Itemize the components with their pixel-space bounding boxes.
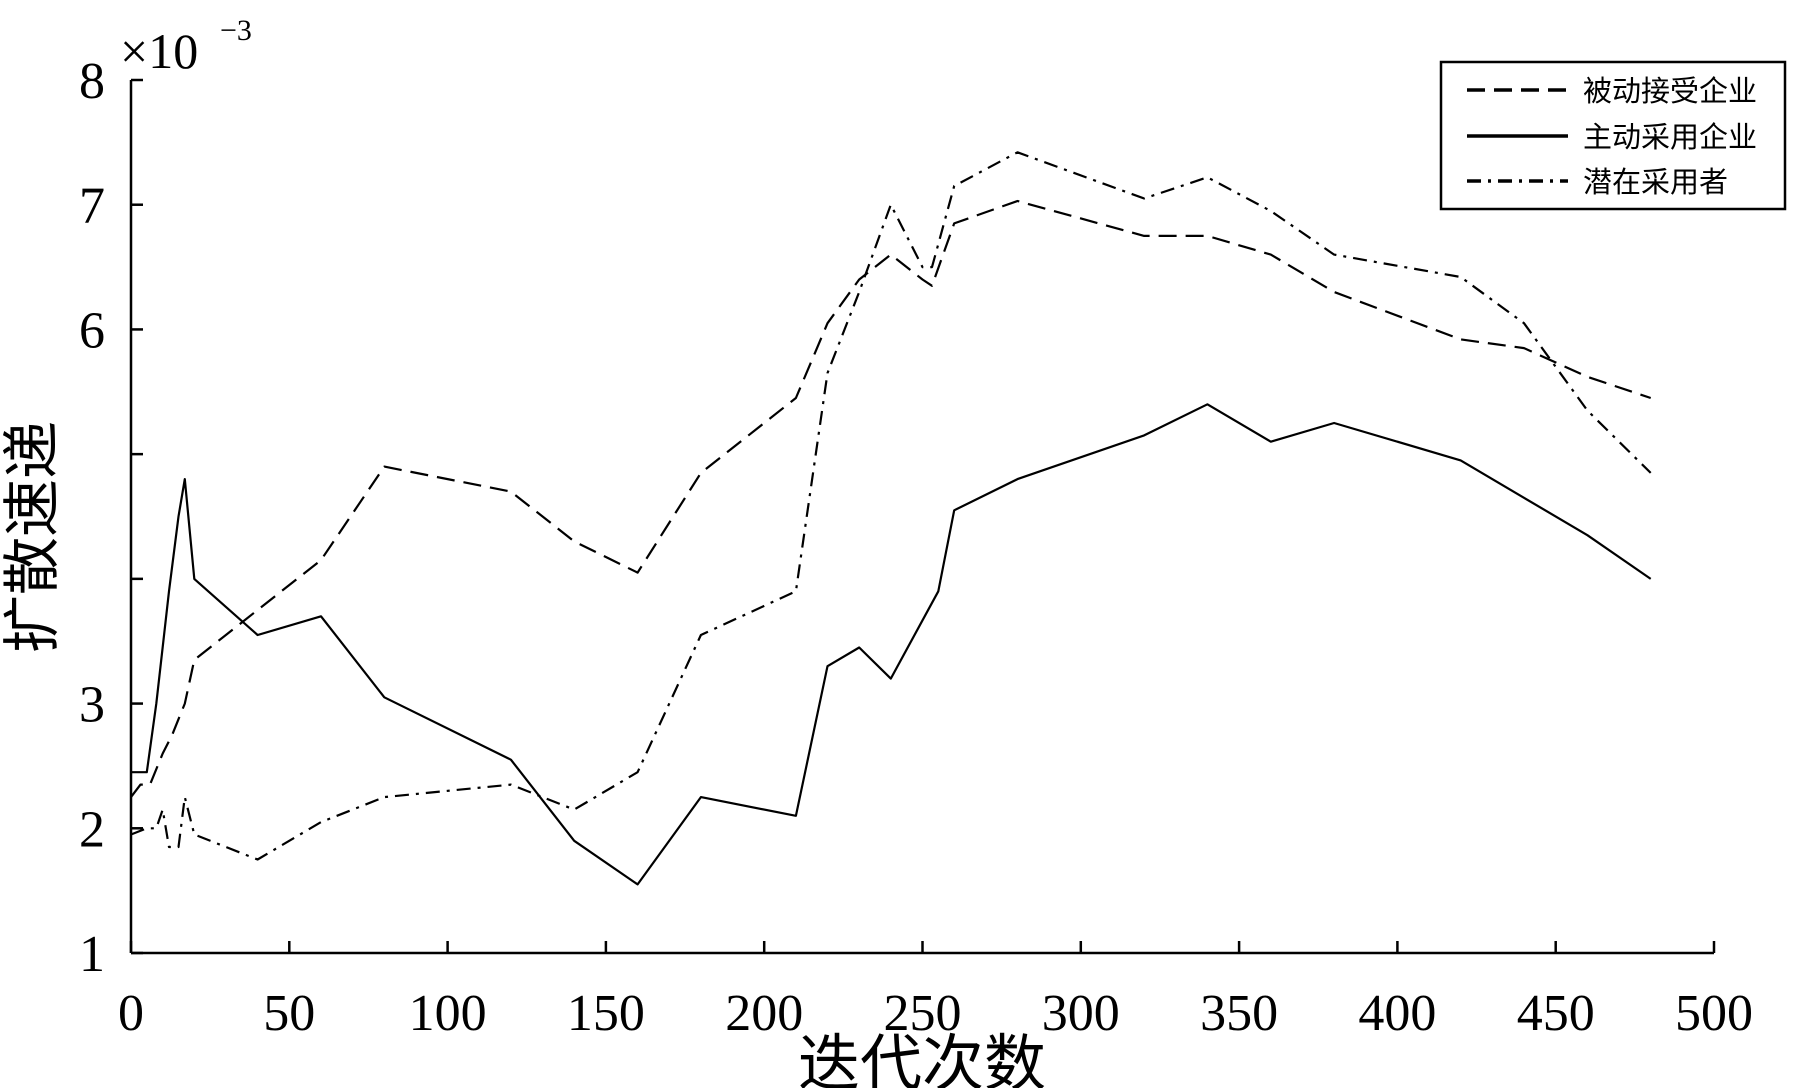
y-axis-ticks: 1 2 3 6 7 8	[79, 53, 143, 983]
x-axis-ticks: 0 50 100 150 200 250 300 350 400 450 500	[118, 941, 1753, 1042]
legend-label-potential: 潜在采用者	[1583, 165, 1728, 199]
series-line-passive	[130, 199, 1652, 798]
y-tick-label: 1	[79, 926, 105, 983]
x-tick-label: 250	[884, 985, 962, 1042]
legend-label-passive: 被动接受企业	[1583, 74, 1757, 108]
x-tick-label: 150	[567, 985, 645, 1042]
x-tick-label: 50	[263, 985, 315, 1042]
x-tick-label: 350	[1200, 985, 1278, 1042]
series-line-potential	[130, 151, 1652, 861]
series-layer	[130, 151, 1652, 886]
y-tick-label: 2	[79, 801, 105, 858]
y-tick-label: 7	[79, 178, 105, 235]
x-axis-label: 迭代次数	[798, 1031, 1046, 1088]
legend: 被动接受企业 主动采用企业 潜在采用者	[1439, 60, 1787, 211]
legend-label-active: 主动采用企业	[1583, 120, 1757, 154]
series-line-active	[131, 403, 1652, 886]
y-scale-label: ×10	[120, 23, 198, 79]
x-tick-label: 200	[725, 985, 803, 1042]
x-tick-label: 400	[1358, 985, 1436, 1042]
x-tick-label: 100	[409, 985, 487, 1042]
x-tick-label: 0	[118, 985, 144, 1042]
y-axis-label: 扩散速递	[0, 421, 65, 653]
x-tick-label: 450	[1517, 985, 1595, 1042]
y-scale-exponent: −3	[220, 14, 252, 47]
y-tick-label: 3	[79, 677, 105, 734]
x-tick-label: 300	[1042, 985, 1120, 1042]
y-tick-label: 6	[79, 302, 105, 359]
y-tick-label: 8	[79, 53, 105, 110]
x-tick-label: 500	[1675, 985, 1753, 1042]
